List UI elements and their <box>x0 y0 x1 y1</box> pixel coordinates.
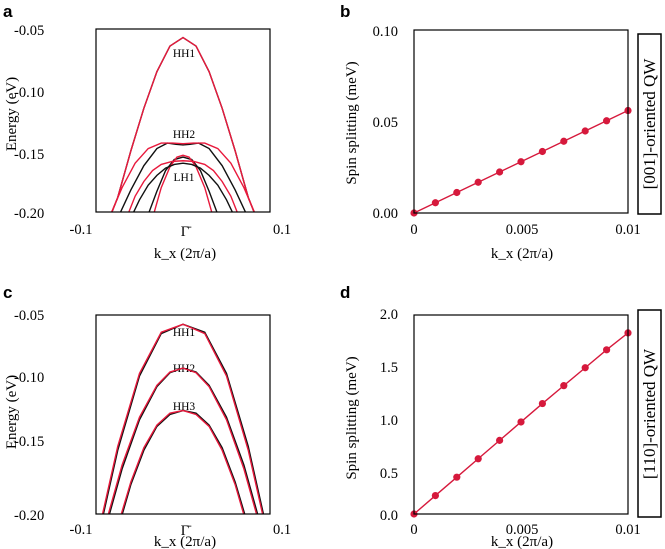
series-line-5 <box>148 156 218 212</box>
x-tick-label: -0.1 <box>70 222 93 238</box>
y-tick-label: -0.05 <box>14 23 44 39</box>
plot-frame <box>413 29 629 214</box>
series-line-5 <box>121 409 246 514</box>
y-tick-label: -0.05 <box>14 308 44 324</box>
y-axis-label: Energy (eV) <box>4 77 20 151</box>
series-line-8 <box>128 160 238 212</box>
data-point <box>474 178 482 186</box>
x-axis-label: k_x (2π/a) <box>154 246 216 262</box>
side-label-110: [110]-oriented QW <box>637 309 662 518</box>
data-point <box>560 137 568 145</box>
series-line-4 <box>107 367 258 514</box>
plot-frame <box>95 314 271 515</box>
y-tick-label: -0.10 <box>14 85 44 101</box>
data-point <box>603 117 611 125</box>
panel-c: c -0.05 -0.10 -0.15 -0.20 -0.1 Γ̄ 0.1 k_… <box>3 283 291 549</box>
y-tick-label: -0.10 <box>14 370 44 386</box>
data-point <box>581 364 589 372</box>
x-axis-label: k_x (2π/a) <box>491 534 553 549</box>
data-point <box>538 399 547 408</box>
plot-frame <box>413 314 629 515</box>
y-tick-label: 2.0 <box>380 307 398 323</box>
y-tick-label: -0.20 <box>14 206 44 222</box>
y-tick-label: 0.05 <box>373 115 398 131</box>
panel-letter-c: c <box>3 283 12 302</box>
x-tick-label: 0.1 <box>273 222 291 238</box>
data-point <box>560 382 568 390</box>
y-tick-label: 0.10 <box>373 24 398 40</box>
series-line-3 <box>119 142 247 212</box>
side-label-box <box>637 309 662 518</box>
y-axis-label: Energy (eV) <box>4 375 20 449</box>
panel-letter-a: a <box>3 2 13 21</box>
y-tick-label: -0.15 <box>14 434 44 450</box>
band-label-lh1: LH1 <box>173 172 194 184</box>
x-tick-label: 0.01 <box>615 522 640 538</box>
x-tick-label: -0.1 <box>70 522 93 538</box>
series-line-4 <box>110 142 256 212</box>
x-tick-label: 0.1 <box>273 522 291 538</box>
panel-a: a -0.05 -0.10 -0.15 -0.20 -0.1 Γ̄ 0.1 k_… <box>3 2 291 262</box>
side-label-text: [110]-oriented QW <box>640 348 659 479</box>
data-point <box>453 473 461 481</box>
data-point <box>496 168 504 176</box>
data-point <box>517 158 525 166</box>
data-point <box>496 436 504 444</box>
y-axis-label: Spin splitting (meV) <box>344 61 360 184</box>
y-tick-label: -0.15 <box>14 147 44 163</box>
side-label-text: [001]-oriented QW <box>640 58 659 190</box>
data-point <box>581 127 589 135</box>
data-point <box>474 455 482 463</box>
band-label-hh1: HH1 <box>173 48 196 60</box>
x-tick-label: 0.01 <box>615 222 640 238</box>
y-tick-label: 1.5 <box>380 360 398 376</box>
band-label-hh3: HH3 <box>173 401 196 413</box>
panel-d: d 2.0 1.5 1.0 0.5 0.0 0 0.005 0.01 k_x (… <box>340 283 641 549</box>
series-line-2 <box>101 323 264 514</box>
y-tick-label: 0.00 <box>373 206 398 222</box>
panel-letter-d: d <box>340 283 350 302</box>
y-axis-label: Spin splitting (meV) <box>344 356 360 479</box>
side-label-box <box>637 33 662 215</box>
band-label-hh2: HH2 <box>173 129 196 141</box>
series-line-6 <box>153 154 213 212</box>
data-point <box>517 418 525 426</box>
data-point <box>431 491 439 500</box>
panel-letter-b: b <box>340 2 350 21</box>
y-tick-label: 0.0 <box>380 508 398 524</box>
data-point <box>603 346 611 354</box>
plot-frame <box>95 28 271 213</box>
series-line-6 <box>120 409 245 514</box>
y-tick-label: 0.5 <box>380 466 398 482</box>
data-point <box>538 147 547 156</box>
series-line-2 <box>111 36 255 212</box>
x-tick-label-gamma: Γ̄ <box>181 523 192 539</box>
x-tick-label: 0 <box>410 522 417 538</box>
y-tick-label: -0.20 <box>14 508 44 524</box>
x-tick-label: 0 <box>410 222 417 238</box>
x-axis-label: k_x (2π/a) <box>154 534 216 549</box>
x-tick-label: 0.005 <box>506 222 539 238</box>
data-point <box>453 188 461 197</box>
band-label-hh1: HH1 <box>173 327 196 339</box>
data-point <box>431 199 439 207</box>
x-axis-label: k_x (2π/a) <box>491 246 553 262</box>
x-tick-label-gamma: Γ̄ <box>181 224 192 240</box>
y-tick-label: 1.0 <box>380 413 398 429</box>
panel-b: b 0.10 0.05 0.00 0 0.005 0.01 k_x (2π/a)… <box>340 2 641 262</box>
x-tick-label: 0.005 <box>506 522 539 538</box>
series-line-7 <box>132 162 234 212</box>
side-label-001: [001]-oriented QW <box>637 33 662 215</box>
